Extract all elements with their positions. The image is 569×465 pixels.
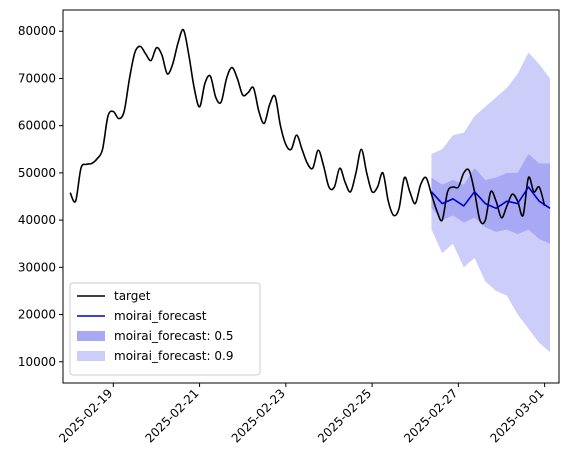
y-tick-label: 80000 [18,24,56,38]
legend-label-band-50: moirai_forecast: 0.5 [114,329,233,343]
legend-swatch-band-90 [77,351,105,361]
y-tick-label: 60000 [18,119,56,133]
legend-label-forecast: moirai_forecast [114,309,207,323]
legend: target moirai_forecast moirai_forecast: … [69,282,261,376]
y-tick-label: 10000 [18,355,56,369]
legend-label-target: target [114,289,151,303]
forecast-line [430,186,551,210]
band-50 [431,154,551,244]
legend-box [69,282,261,376]
legend-label-band-90: moirai_forecast: 0.9 [114,349,233,363]
y-tick-label: 30000 [18,260,56,274]
y-axis: 10000 20000 30000 40000 50000 60000 70000 80000 [18,24,63,369]
y-tick-label: 50000 [18,166,56,180]
y-tick-label: 40000 [18,213,56,227]
legend-swatch-band-50 [77,331,105,341]
y-tick-label: 70000 [18,71,56,85]
y-tick-label: 20000 [18,308,56,322]
axes-frame [62,9,560,384]
target-line [69,28,546,225]
plot-area [69,28,551,353]
